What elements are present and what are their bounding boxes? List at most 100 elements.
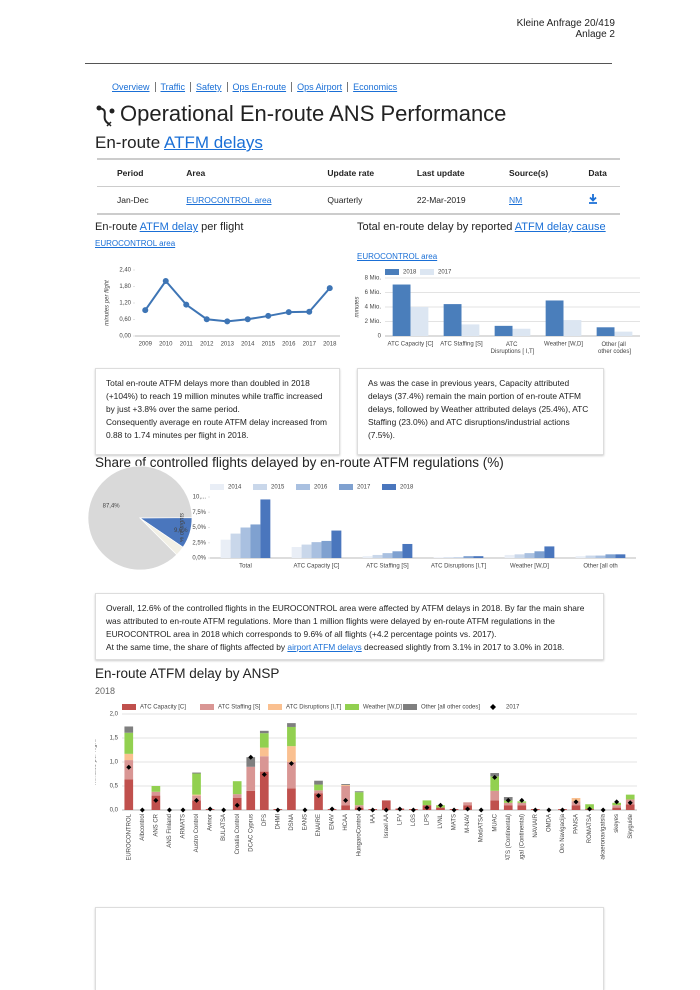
marker-2017 [627,800,633,806]
marker-2017 [261,771,267,777]
bar-segment [381,800,391,810]
x-tick-label: MATS [452,814,458,830]
legend-swatch [200,704,214,710]
area-link[interactable]: EUROCONTROL area [357,252,438,261]
nav-link[interactable]: Overview [112,82,150,92]
legend-label: ATC Capacity [C] [140,705,186,711]
x-tick-label: MUAC [492,813,498,831]
nav-link[interactable]: Ops Airport [297,82,343,92]
line [144,279,331,323]
bar-segment [354,791,364,793]
marker-2017 [248,754,254,760]
heading: En-route ATFM delay by ANSP [95,666,280,681]
t-link[interactable]: ATFM delay cause [514,221,606,233]
legend-swatch [339,484,353,490]
marker-2017 [519,797,525,803]
bar [250,524,261,558]
y-tick-label: 1,0 [110,760,119,766]
bar [311,542,322,558]
area-link[interactable]: EUROCONTROL area [95,239,176,248]
bar [392,284,411,336]
x-tick-label: 2012 [200,342,214,348]
t-link[interactable]: ATFM delay [139,221,199,233]
t: per flight [198,221,244,233]
bar [585,555,596,558]
y-tick-label: 0 [378,334,382,340]
point [265,312,272,319]
bar-segment [612,807,622,810]
bar-segment [259,730,269,734]
legend-label: ATC Staffing [S] [218,705,261,711]
bar-segment [259,747,269,757]
bar-segment [341,784,350,786]
nav-link[interactable]: Ops En-route [232,82,287,92]
p-link[interactable]: airport ATFM delays [287,642,362,652]
download-icon[interactable] [588,194,598,204]
bar [382,553,393,558]
x-tick-label: Skyguide [628,813,634,838]
marker-2017 [356,806,362,812]
bar [433,557,444,558]
bar-segment [354,792,364,806]
legend-label: Weather [W,D] [363,705,402,711]
bar [410,307,429,336]
point [244,316,251,323]
bar-segment [124,753,134,761]
bar-segment [503,802,513,806]
marker-2017 [546,807,552,813]
bar [595,555,606,558]
x-tick-label: LVNL [438,813,444,828]
x-tick-label: Weather [W,D] [510,564,549,570]
nav-link[interactable]: Economics [353,82,398,92]
bar [240,527,251,558]
bar-segment [571,805,581,810]
legend-swatch [382,484,396,490]
bar [605,554,616,558]
bar-segment [490,776,500,791]
x-tick-label: HungaroControl [357,814,363,856]
subtitle-text: En-route [95,133,164,152]
y-tick-label: 2,5% [192,540,206,546]
x-tick-label: Total [239,564,252,570]
x-tick-label: NAVIAIR [533,813,539,837]
th: Last update [396,158,489,187]
x-tick-label: 2010 [159,342,173,348]
bar-segment [192,800,201,810]
p: Overall, 12.6% of the controlled flights… [106,603,585,639]
th: Update rate [307,158,397,187]
marker-2017 [465,806,471,812]
th: Source(s) [489,158,569,187]
bar [544,546,555,558]
x-tick-label: ANS Finland [167,814,173,848]
legend-marker [490,704,496,710]
x-tick-label: M-NAV [465,814,471,833]
bar-segment [287,726,296,747]
note: As was the case in previous years, Capac… [357,368,604,455]
point [326,285,333,292]
subtitle-link[interactable]: ATFM delays [164,133,263,152]
bar-segment [287,788,296,810]
marker-2017 [316,793,322,799]
bar-segment [625,794,635,800]
marker-2017 [383,807,389,813]
area-link[interactable]: EUROCONTROL area [186,195,272,205]
bar [575,556,586,558]
bar-segment [151,791,161,796]
bar [372,554,383,558]
x-tick-label: BULATSA [221,814,227,841]
source-link[interactable]: NM [509,195,523,205]
t: Total en-route delay by reported [357,221,515,233]
marker-2017 [587,806,593,812]
bar-segment [259,771,269,810]
x-tick-label: 2016 [282,342,296,348]
legend-label: 2016 [314,485,328,491]
bar-segment [314,784,323,791]
x-tick-label: 2011 [180,342,194,348]
nav-link[interactable]: Safety [196,82,222,92]
y-axis-label: minutes per flight [95,739,98,785]
pie-slice [88,465,193,571]
bar [461,324,480,336]
td: 22-Mar-2019 [396,186,489,215]
nav-link[interactable]: Traffic [160,82,186,92]
x-tick-label: Croatia Control [235,814,241,854]
